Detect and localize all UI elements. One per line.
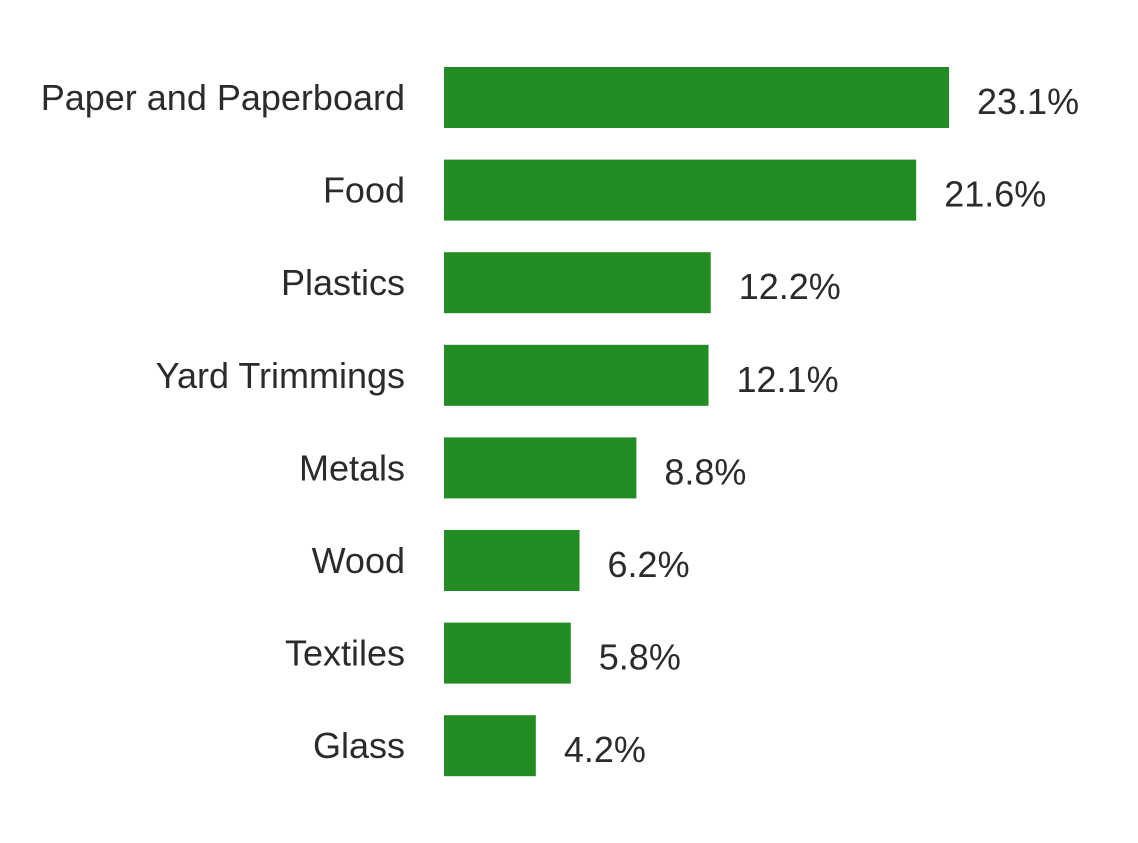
value-label-yard-trimmings: 12.1% bbox=[737, 359, 839, 400]
value-label-paper-and-paperboard: 23.1% bbox=[977, 81, 1079, 122]
value-labels: 23.1% 21.6% 12.2% 12.1% 8.8% 6.2% 5.8% 4.2% bbox=[564, 81, 1079, 770]
value-label-glass: 4.2% bbox=[564, 729, 646, 770]
category-label-textiles: Textiles bbox=[285, 633, 405, 674]
value-label-plastics: 12.2% bbox=[739, 266, 841, 307]
category-label-wood: Wood bbox=[312, 540, 405, 581]
value-label-metals: 8.8% bbox=[664, 451, 746, 492]
bar-paper-and-paperboard bbox=[444, 67, 949, 128]
bar-food bbox=[444, 159, 917, 221]
bar-metals bbox=[444, 437, 637, 499]
bar-textiles bbox=[444, 622, 571, 684]
bars-group bbox=[444, 67, 949, 777]
bar-glass bbox=[444, 715, 536, 777]
value-label-textiles: 5.8% bbox=[599, 637, 681, 678]
category-label-paper-and-paperboard: Paper and Paperboard bbox=[41, 77, 405, 118]
category-label-yard-trimmings: Yard Trimmings bbox=[156, 355, 405, 396]
category-label-food: Food bbox=[323, 170, 405, 211]
category-label-metals: Metals bbox=[299, 447, 405, 488]
category-label-glass: Glass bbox=[313, 725, 405, 766]
value-label-wood: 6.2% bbox=[608, 544, 690, 585]
category-label-plastics: Plastics bbox=[281, 262, 405, 303]
category-labels: Paper and Paperboard Food Plastics Yard Tri… bbox=[41, 77, 405, 766]
bar-yard-trimmings bbox=[444, 344, 709, 406]
value-label-food: 21.6% bbox=[944, 174, 1046, 215]
bar-wood bbox=[444, 530, 580, 591]
bar-plastics bbox=[444, 252, 711, 314]
